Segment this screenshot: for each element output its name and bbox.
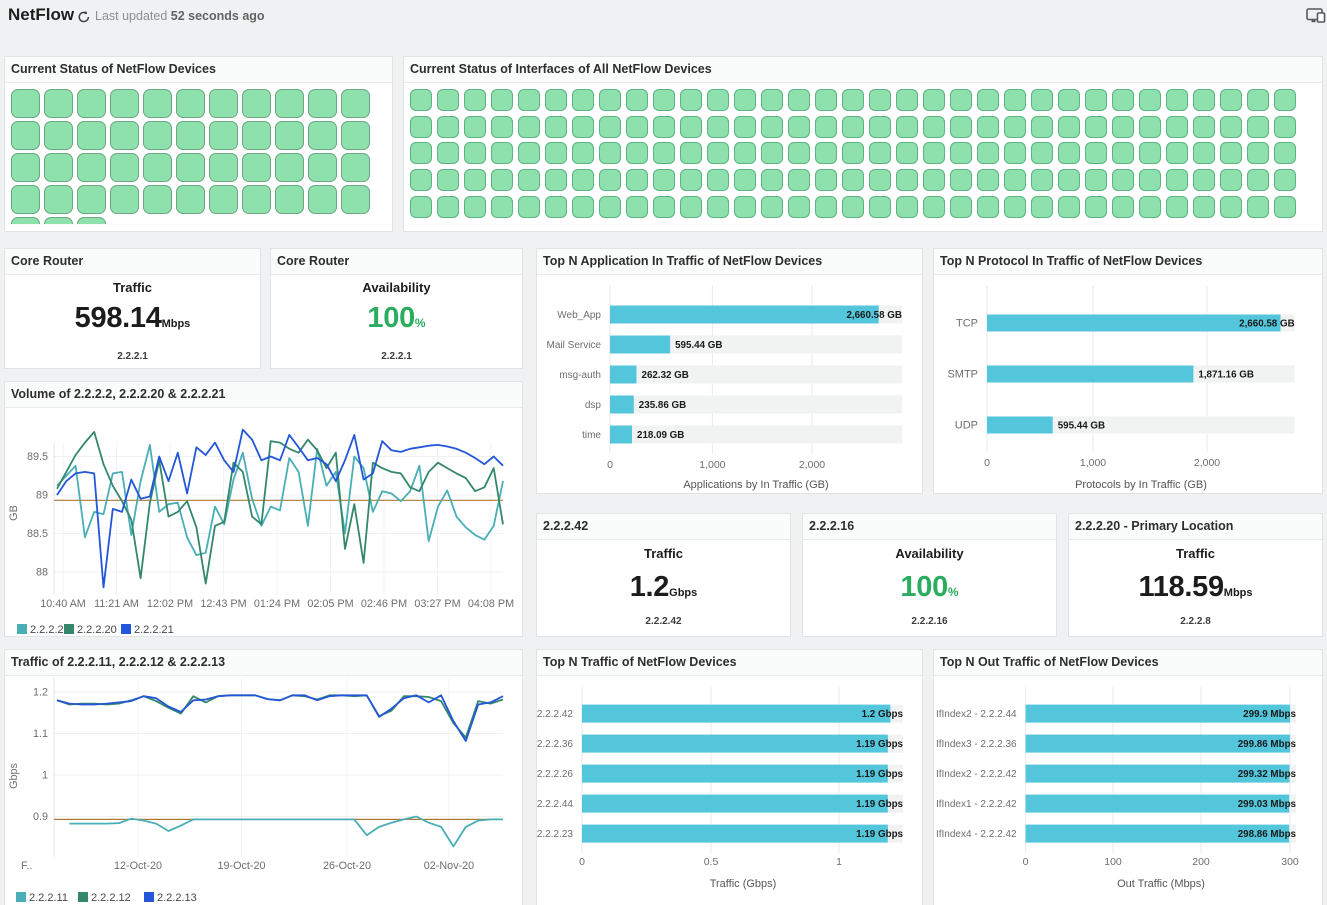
svg-text:595.44 GB: 595.44 GB	[1058, 421, 1105, 432]
svg-text:0: 0	[579, 856, 585, 868]
svg-text:Out Traffic (Mbps): Out Traffic (Mbps)	[1117, 878, 1205, 890]
svg-text:0.9: 0.9	[33, 811, 48, 823]
svg-text:89.5: 89.5	[27, 451, 48, 463]
svg-text:1.19 Gbps: 1.19 Gbps	[856, 739, 903, 750]
svg-text:2.2.2.2: 2.2.2.2	[30, 624, 64, 636]
svg-text:218.09 GB: 218.09 GB	[637, 430, 684, 441]
svg-text:1.2: 1.2	[33, 687, 48, 699]
svg-text:02:05 PM: 02:05 PM	[307, 598, 353, 610]
svg-text:03:27 PM: 03:27 PM	[414, 598, 460, 610]
svg-text:2.2.2.11: 2.2.2.11	[29, 892, 68, 904]
svg-text:2,000: 2,000	[1194, 457, 1220, 469]
svg-text:msg-auth: msg-auth	[559, 370, 601, 381]
svg-text:100: 100	[1104, 856, 1122, 868]
svg-text:IfIndex2 - 2.2.2.44: IfIndex2 - 2.2.2.44	[936, 709, 1017, 720]
svg-text:299.86 Mbps: 299.86 Mbps	[1238, 739, 1297, 750]
svg-text:26-Oct-20: 26-Oct-20	[323, 860, 371, 872]
svg-text:SMTP: SMTP	[947, 369, 978, 381]
svg-text:2,660.58 GB: 2,660.58 GB	[1239, 319, 1295, 330]
svg-text:1.1: 1.1	[33, 728, 48, 740]
svg-text:1: 1	[42, 770, 48, 782]
svg-text:0: 0	[607, 459, 613, 471]
svg-text:298.86 Mbps: 298.86 Mbps	[1238, 829, 1297, 840]
svg-text:300: 300	[1281, 856, 1299, 868]
svg-text:1: 1	[836, 856, 842, 868]
svg-text:Web_App: Web_App	[557, 310, 601, 321]
svg-text:02:46 PM: 02:46 PM	[361, 598, 407, 610]
svg-text:IfIndex4 - 2.2.2.42: IfIndex4 - 2.2.2.42	[936, 829, 1017, 840]
svg-text:89: 89	[36, 490, 48, 502]
svg-text:2.2.2.13: 2.2.2.13	[157, 892, 197, 904]
svg-text:0.5: 0.5	[704, 856, 719, 868]
svg-text:12-Oct-20: 12-Oct-20	[114, 860, 162, 872]
svg-text:299.03 Mbps: 299.03 Mbps	[1238, 799, 1297, 810]
svg-text:2.2.2.26: 2.2.2.26	[537, 769, 573, 780]
svg-text:1.2 Gbps: 1.2 Gbps	[862, 709, 904, 720]
svg-text:2,000: 2,000	[799, 459, 825, 471]
svg-text:12:43 PM: 12:43 PM	[200, 598, 246, 610]
svg-text:0: 0	[1023, 856, 1029, 868]
svg-text:Protocols by In Traffic (GB): Protocols by In Traffic (GB)	[1075, 479, 1207, 491]
svg-text:1,000: 1,000	[699, 459, 725, 471]
svg-text:88: 88	[36, 567, 48, 579]
svg-text:UDP: UDP	[955, 420, 978, 432]
svg-text:GB: GB	[8, 505, 20, 521]
svg-text:2.2.2.36: 2.2.2.36	[537, 739, 573, 750]
svg-text:IfIndex3 - 2.2.2.36: IfIndex3 - 2.2.2.36	[936, 739, 1017, 750]
svg-text:1,000: 1,000	[1080, 457, 1106, 469]
svg-text:299.9 Mbps: 299.9 Mbps	[1243, 709, 1296, 720]
svg-text:200: 200	[1192, 856, 1210, 868]
svg-text:01:24 PM: 01:24 PM	[254, 598, 300, 610]
svg-text:2.2.2.42: 2.2.2.42	[537, 709, 573, 720]
svg-text:IfIndex1 - 2.2.2.42: IfIndex1 - 2.2.2.42	[936, 799, 1017, 810]
svg-text:2,660.58 GB: 2,660.58 GB	[846, 310, 902, 321]
svg-text:F..: F..	[21, 860, 32, 872]
svg-text:TCP: TCP	[956, 318, 978, 330]
svg-text:02-Nov-20: 02-Nov-20	[424, 860, 474, 872]
svg-text:dsp: dsp	[585, 400, 602, 411]
svg-text:2.2.2.21: 2.2.2.21	[134, 624, 174, 636]
svg-text:Applications by In Traffic (GB: Applications by In Traffic (GB)	[683, 479, 828, 491]
svg-text:Mail Service: Mail Service	[547, 340, 602, 351]
svg-text:12:02 PM: 12:02 PM	[147, 598, 193, 610]
svg-text:0: 0	[984, 457, 990, 469]
svg-text:2.2.2.20: 2.2.2.20	[77, 624, 117, 636]
svg-text:595.44 GB: 595.44 GB	[675, 340, 722, 351]
svg-text:10:40 AM: 10:40 AM	[40, 598, 86, 610]
svg-text:299.32 Mbps: 299.32 Mbps	[1238, 769, 1297, 780]
svg-text:2.2.2.12: 2.2.2.12	[91, 892, 131, 904]
svg-text:88.5: 88.5	[27, 528, 48, 540]
svg-text:1.19 Gbps: 1.19 Gbps	[856, 799, 903, 810]
svg-text:2.2.2.23: 2.2.2.23	[537, 829, 573, 840]
svg-text:IfIndex2 - 2.2.2.42: IfIndex2 - 2.2.2.42	[936, 769, 1017, 780]
svg-text:1,871.16 GB: 1,871.16 GB	[1198, 370, 1254, 381]
svg-text:Gbps: Gbps	[8, 762, 20, 788]
svg-text:19-Oct-20: 19-Oct-20	[217, 860, 265, 872]
svg-text:235.86 GB: 235.86 GB	[639, 400, 686, 411]
svg-text:04:08 PM: 04:08 PM	[468, 598, 514, 610]
svg-text:2.2.2.44: 2.2.2.44	[537, 799, 573, 810]
svg-text:1.19 Gbps: 1.19 Gbps	[856, 829, 903, 840]
svg-text:time: time	[582, 430, 601, 441]
svg-text:262.32 GB: 262.32 GB	[642, 370, 689, 381]
svg-text:11:21 AM: 11:21 AM	[94, 598, 139, 610]
svg-text:Traffic (Gbps): Traffic (Gbps)	[710, 878, 777, 890]
svg-text:1.19 Gbps: 1.19 Gbps	[856, 769, 903, 780]
